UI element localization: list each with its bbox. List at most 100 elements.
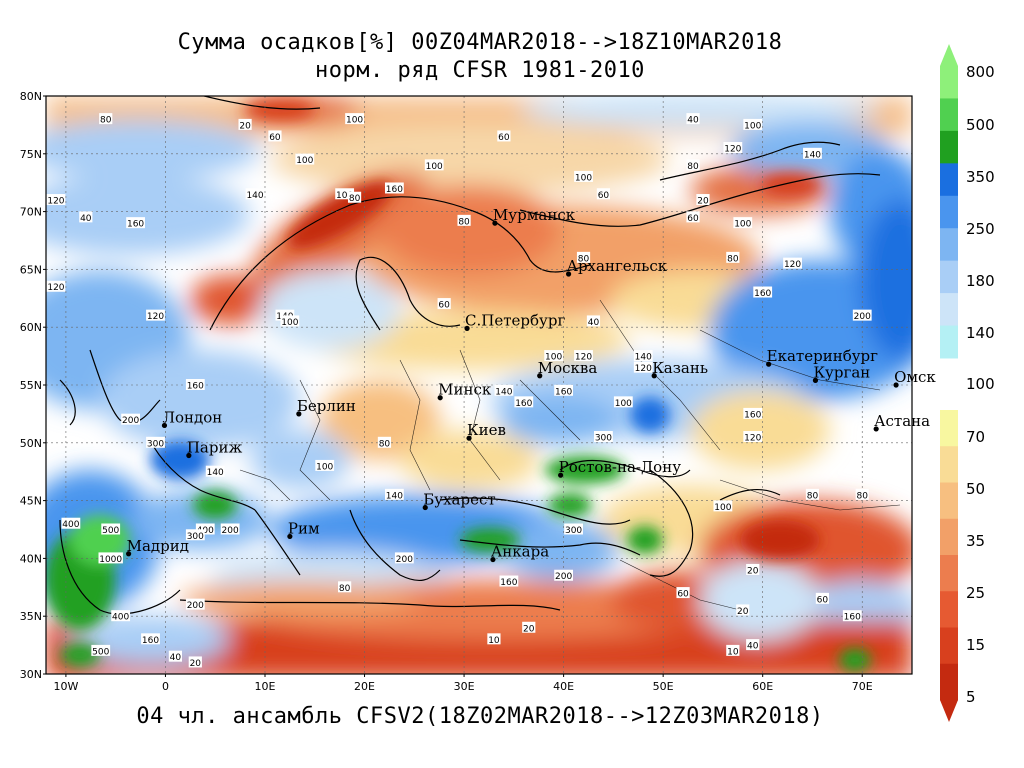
city-label: Ростов-на-Дону	[559, 458, 682, 476]
lat-tick-label: 50N	[20, 437, 42, 450]
contour-label: 120	[47, 197, 64, 207]
city-marker	[492, 220, 498, 226]
contour-label-bg	[743, 118, 763, 130]
contour-label-bg	[574, 350, 593, 362]
colorbar-swatch	[940, 163, 958, 197]
contour-label-bg	[99, 113, 113, 125]
contour-label: 80	[100, 116, 112, 126]
contour-label: 120	[724, 145, 741, 155]
contour-label: 160	[844, 613, 861, 623]
contour-label: 20	[747, 566, 759, 576]
contour-label: 140	[635, 353, 652, 363]
city-marker	[437, 395, 443, 401]
contour-label-bg	[633, 361, 653, 373]
contour-label-bg	[168, 650, 183, 662]
cities-layer: Мурманск Архангельск С.Петербург Екатеринбу…	[126, 206, 936, 563]
lon-tick-label: 40E	[553, 680, 574, 693]
colorbar-swatch	[940, 325, 958, 359]
contour-label: 120	[784, 260, 801, 270]
contour-label-bg	[126, 217, 145, 229]
colorbar-label: 500	[966, 116, 995, 134]
contour-label-bg	[783, 257, 802, 269]
contour-label: 10	[727, 647, 739, 657]
contour-label-bg	[268, 130, 282, 142]
lat-tick-label: 70N	[20, 206, 42, 219]
contour-label-bg	[686, 211, 700, 223]
contour-label-bg	[586, 315, 601, 327]
contour-label-bg	[746, 639, 760, 651]
lon-tick-label: 10W	[53, 680, 78, 693]
contour-label-bg	[723, 142, 743, 154]
lon-tick-label: 10E	[255, 680, 276, 693]
contour-label: 300	[187, 532, 204, 542]
contour-label-bg	[544, 350, 564, 362]
contour-label-bg	[494, 384, 514, 396]
contour-label: 80	[458, 217, 470, 227]
contour-label: 120	[744, 434, 761, 444]
city-marker	[565, 271, 572, 277]
contour-label-bg	[101, 523, 121, 535]
contour-label-bg	[437, 298, 451, 310]
contour-label: 40	[170, 653, 182, 663]
lat-tick-label: 45N	[20, 495, 42, 508]
contour-label-bg	[842, 610, 862, 622]
contour-label-bg	[195, 523, 215, 535]
city-label: С.Петербург	[465, 311, 565, 329]
colorbar-label: 25	[966, 584, 986, 602]
city-marker	[490, 556, 496, 563]
lat-tick-label: 30N	[20, 668, 42, 681]
lat-tick-label: 55N	[20, 379, 42, 392]
map-subtitle: норм. ряд CFSR 1981-2010	[315, 58, 645, 83]
contour-label: 160	[500, 578, 517, 588]
contour-label: 160	[187, 382, 204, 392]
lon-tick-label: 30E	[454, 680, 475, 693]
contour-label-bg	[121, 413, 141, 425]
colorbar-label: 350	[966, 168, 995, 186]
contour-label-bg	[514, 396, 534, 408]
contour-label-bg	[275, 309, 295, 321]
contour-label-bg	[98, 552, 123, 564]
contour-label-bg	[746, 563, 760, 575]
contour-label-bg	[554, 569, 574, 581]
lat-lon-grid	[46, 96, 912, 674]
coastlines	[59, 96, 881, 615]
contour-label-bg	[736, 604, 750, 616]
contour-label: 140	[495, 387, 512, 397]
colorbar-label: 180	[966, 272, 995, 290]
contour-label: 100	[615, 399, 632, 409]
contour-label: 140	[804, 150, 821, 160]
contour-label-bg	[803, 147, 822, 159]
contour-label: 20	[737, 607, 749, 617]
contour-label-bg	[497, 130, 511, 142]
city-marker	[893, 382, 899, 388]
contour-label-bg	[696, 194, 710, 206]
contour-label: 120	[147, 312, 164, 322]
contour-label-bg	[733, 217, 753, 229]
colorbar-swatch	[940, 410, 958, 447]
colorbar-label: 50	[966, 480, 986, 498]
contour-label-bg	[487, 633, 501, 645]
contour-label: 100	[545, 353, 562, 363]
colorbar-top-arrow	[940, 44, 958, 66]
colorbar-swatch	[940, 293, 958, 327]
contour-label-bg	[576, 251, 591, 263]
contour-label-bg	[743, 431, 763, 443]
contour-label: 80	[687, 162, 699, 172]
city-label: Омск	[894, 368, 936, 386]
contour-label-bg	[146, 436, 165, 448]
city-label: Астана	[874, 412, 930, 430]
colorbar-swatch	[940, 446, 958, 483]
colorbar-swatch	[940, 66, 958, 99]
contour-label-bg	[220, 523, 240, 535]
city-marker	[537, 373, 543, 379]
contour-label-bg	[574, 170, 593, 182]
contour-label: 20	[190, 659, 202, 669]
city-label: Архангельск	[567, 257, 668, 275]
contour-label-bg	[377, 436, 392, 448]
contour-label-bg	[805, 488, 820, 500]
colorbar-swatch	[940, 98, 958, 132]
colorbar-swatch	[940, 228, 958, 262]
contour-label-bg	[141, 633, 160, 645]
contour-label-bg	[185, 598, 205, 610]
